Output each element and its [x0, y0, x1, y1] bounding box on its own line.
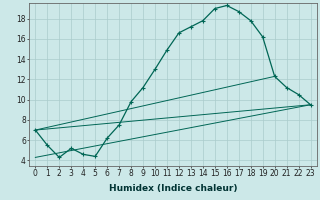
X-axis label: Humidex (Indice chaleur): Humidex (Indice chaleur)	[109, 184, 237, 193]
